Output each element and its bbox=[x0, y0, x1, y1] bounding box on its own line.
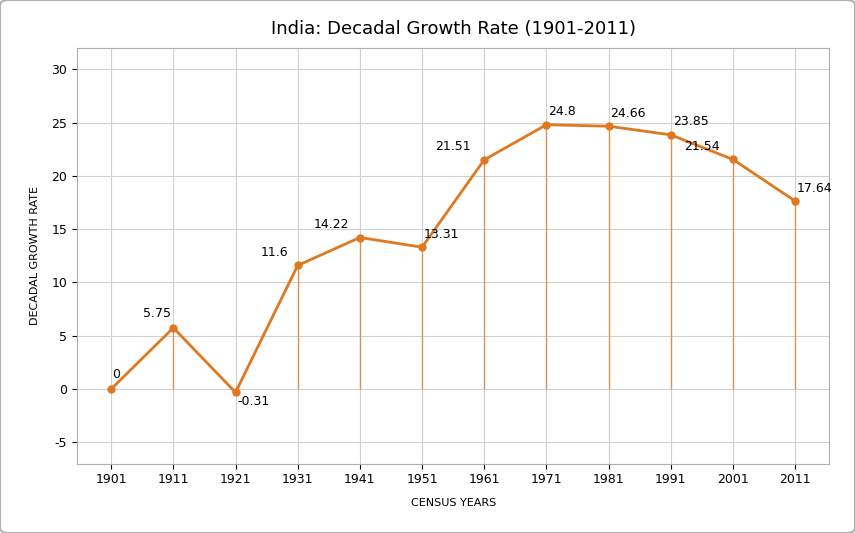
Text: 13.31: 13.31 bbox=[424, 228, 459, 241]
Text: 24.66: 24.66 bbox=[610, 107, 646, 120]
Y-axis label: DECADAL GROWTH RATE: DECADAL GROWTH RATE bbox=[30, 187, 40, 325]
Text: 17.64: 17.64 bbox=[797, 182, 833, 195]
Text: 0: 0 bbox=[112, 368, 121, 381]
Text: 5.75: 5.75 bbox=[144, 308, 172, 320]
Text: -0.31: -0.31 bbox=[238, 395, 269, 408]
Text: 14.22: 14.22 bbox=[313, 218, 349, 231]
Text: 23.85: 23.85 bbox=[673, 116, 709, 128]
Text: 21.54: 21.54 bbox=[684, 140, 719, 153]
Title: India: Decadal Growth Rate (1901-2011): India: Decadal Growth Rate (1901-2011) bbox=[271, 20, 635, 38]
X-axis label: CENSUS YEARS: CENSUS YEARS bbox=[410, 497, 496, 507]
Text: 24.8: 24.8 bbox=[548, 106, 576, 118]
Text: 11.6: 11.6 bbox=[261, 246, 288, 259]
Text: 21.51: 21.51 bbox=[435, 140, 470, 154]
